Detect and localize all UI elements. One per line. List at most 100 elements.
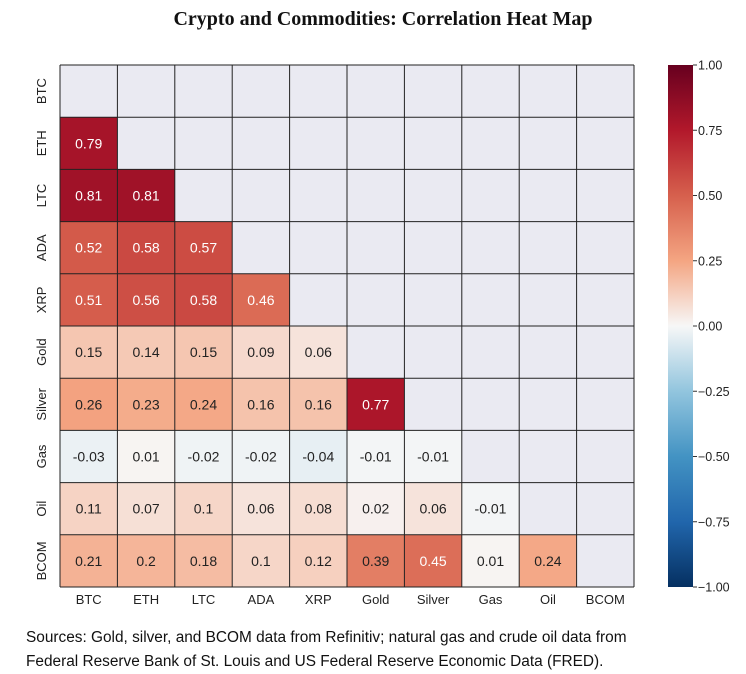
cell-value-label: 0.06 [305, 344, 332, 360]
heatmap-cell-gas-xrp [289, 430, 347, 483]
cell-value-label: 0.24 [534, 553, 561, 569]
cell-value-label: 0.12 [305, 553, 332, 569]
heatmap-cell-bcom-ada [232, 534, 290, 587]
cell-value-label: 0.26 [75, 396, 102, 412]
heatmap-cell-xrp-eth [117, 273, 175, 326]
colorbar-tick-label: −0.25 [698, 385, 730, 399]
heatmap-cell-gas-btc [60, 430, 118, 483]
colorbar-tick-label: 0.00 [698, 320, 722, 334]
column-tick-label: LTC [192, 592, 216, 607]
heatmap-cell-gold-btc [60, 326, 118, 379]
cell-value-label: 0.81 [75, 188, 102, 204]
heatmap-cell-eth-btc [60, 117, 118, 170]
heatmap-cell-ada-ltc [174, 221, 233, 274]
heatmap-cell-gas-silver [404, 430, 462, 483]
row-tick-label: XRP [34, 287, 49, 314]
cell-value-label: 0.2 [136, 553, 156, 569]
heatmap-cell-bcom-gold [347, 534, 405, 587]
cell-value-label: -0.03 [73, 449, 105, 465]
heatmap-cell-bcom-eth [117, 534, 175, 587]
cell-value-label: 0.11 [76, 501, 102, 517]
heatmap-cell-gold-ada [232, 326, 290, 379]
cell-value-label: 0.1 [194, 501, 214, 517]
heatmap-cell-bcom-oil [519, 534, 577, 587]
cell-value-label: 0.16 [247, 396, 274, 412]
cell-value-label: 0.21 [75, 553, 102, 569]
cell-value-label: 0.23 [132, 396, 159, 412]
cell-value-label: -0.04 [302, 449, 334, 465]
heatmap-cell-xrp-ltc [174, 273, 233, 326]
heatmap-cell-ada-eth [117, 221, 175, 274]
column-tick-label: Oil [540, 592, 556, 607]
column-tick-label: ETH [133, 592, 159, 607]
row-tick-label: LTC [34, 184, 49, 208]
heatmap-cell-bcom-gas [461, 534, 520, 587]
heatmap-cell-gas-ltc [174, 430, 233, 483]
heatmap-cell-ltc-eth [117, 169, 175, 222]
cell-value-label: -0.01 [417, 449, 449, 465]
cell-value-label: 0.16 [305, 396, 332, 412]
cell-value-label: 0.51 [75, 292, 102, 308]
colorbar-tick-label: 0.75 [698, 124, 722, 138]
row-tick-label: ETH [34, 130, 49, 156]
heatmap-cell-silver-ltc [174, 378, 233, 431]
cell-value-label: 0.57 [190, 240, 217, 256]
cell-value-label: 0.08 [305, 501, 332, 517]
heatmap-cell-bcom-silver [404, 534, 462, 587]
cell-value-label: -0.01 [475, 501, 507, 517]
cell-value-label: 0.14 [132, 344, 159, 360]
column-tick-label: Gold [362, 592, 389, 607]
heatmap-cell-gas-eth [117, 430, 175, 483]
source-line-1: Sources: Gold, silver, and BCOM data fro… [26, 629, 627, 646]
column-tick-label: ADA [248, 592, 275, 607]
row-tick-label: Gold [34, 338, 49, 365]
cell-value-label: 0.09 [247, 344, 274, 360]
heatmap-cell-ltc-btc [60, 169, 118, 222]
heatmap-cell-oil-gold [347, 482, 405, 535]
colorbar-tick-label: 0.25 [698, 254, 722, 268]
heatmap-cell-silver-xrp [289, 378, 347, 431]
cell-value-label: 0.58 [190, 292, 217, 308]
heatmap-cell-silver-eth [117, 378, 175, 431]
heatmap-cell-oil-ada [232, 482, 290, 535]
heatmap-cell-gas-ada [232, 430, 290, 483]
source-note: Sources: Gold, silver, and BCOM data fro… [26, 626, 741, 674]
cell-value-label: -0.02 [188, 449, 220, 465]
row-tick-label: Silver [34, 387, 49, 420]
cell-value-label: 0.07 [132, 501, 159, 517]
colorbar [668, 65, 693, 587]
cell-value-label: 0.02 [362, 501, 389, 517]
row-tick-label: Oil [34, 501, 49, 517]
cell-value-label: -0.01 [360, 449, 392, 465]
column-tick-label: BTC [76, 592, 102, 607]
cell-value-label: -0.02 [245, 449, 277, 465]
heatmap-cell-gas-gold [347, 430, 405, 483]
source-line-2: Federal Reserve Bank of St. Louis and US… [26, 653, 604, 670]
cell-value-label: 0.81 [132, 188, 159, 204]
heatmap-cell-oil-eth [117, 482, 175, 535]
row-tick-label: ADA [34, 234, 49, 261]
heatmap-cell-silver-ada [232, 378, 290, 431]
heatmap-cell-oil-btc [60, 482, 118, 535]
heatmap-cell-ada-btc [60, 221, 118, 274]
heatmap-cell-oil-xrp [289, 482, 347, 535]
colorbar-tick-label: 0.50 [698, 189, 722, 203]
cell-value-label: 0.46 [247, 292, 274, 308]
heatmap-cell-oil-silver [404, 482, 462, 535]
heatmap-cell-xrp-btc [60, 273, 118, 326]
heatmap-cell-silver-gold [347, 378, 405, 431]
cell-value-label: 0.18 [190, 553, 217, 569]
cell-value-label: 0.56 [132, 292, 159, 308]
cell-value-label: 0.45 [419, 553, 446, 569]
cell-value-label: 0.15 [75, 344, 102, 360]
heatmap-cell-gold-eth [117, 326, 175, 379]
colorbar-tick-label: −0.50 [698, 450, 730, 464]
colorbar-tick-label: −0.75 [698, 515, 730, 529]
cell-value-label: 0.79 [75, 135, 102, 151]
chart-title: Crypto and Commodities: Correlation Heat… [173, 8, 593, 30]
column-tick-label: BCOM [586, 592, 625, 607]
cell-value-label: 0.39 [362, 553, 389, 569]
cell-value-label: 0.15 [190, 344, 217, 360]
cell-value-label: 0.77 [362, 396, 389, 412]
